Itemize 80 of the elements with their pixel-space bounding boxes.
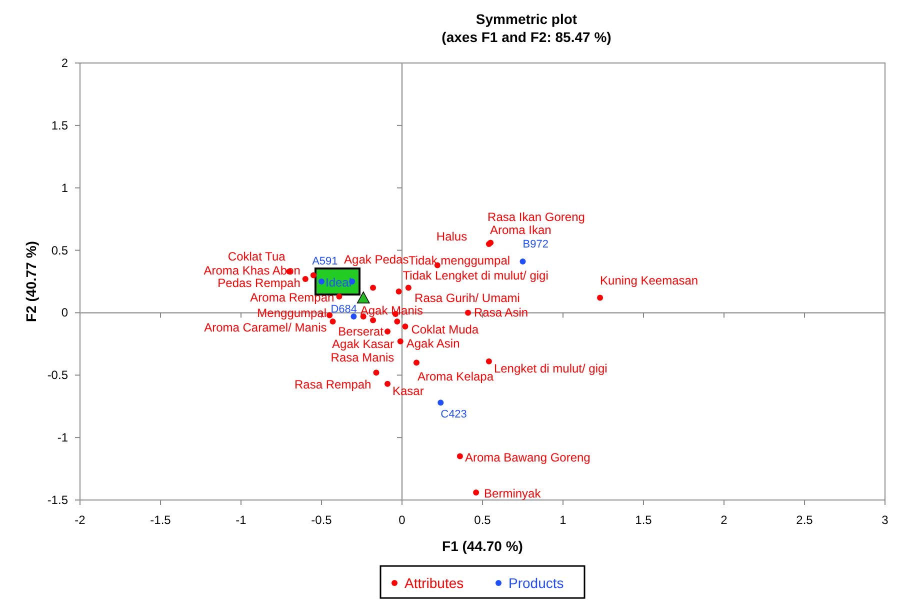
y-tick-label: 2: [61, 56, 68, 70]
annotation: Coklat Tua: [228, 250, 286, 264]
annotation: D684: [330, 303, 357, 316]
point: [310, 272, 316, 278]
x-tick-label: -1: [236, 513, 247, 527]
point: [486, 358, 492, 364]
legend-label: Attributes: [404, 575, 464, 591]
annotation: Agak Pedas: [344, 252, 409, 267]
point: [326, 312, 333, 318]
point: [384, 380, 391, 387]
annotation: Agak Kasar: [332, 337, 394, 352]
x-tick-label: -2: [74, 513, 86, 527]
annotation: Berserat: [338, 324, 384, 338]
point: [370, 317, 376, 324]
y-tick-label: -0.5: [47, 368, 68, 382]
point: [520, 258, 526, 265]
x-tick-label: 3: [882, 513, 889, 527]
point: [384, 328, 391, 334]
point: [396, 288, 402, 294]
annotation: Kuning Keemasan: [600, 274, 698, 288]
x-tick-label: 1.5: [635, 513, 652, 527]
point: [413, 360, 420, 366]
annotation: Lengket di mulut/ gigi: [494, 361, 608, 376]
point: [405, 284, 412, 291]
annotation: B972: [522, 238, 548, 251]
annotation: Aroma Caramel/ Manis: [204, 320, 327, 334]
annotation: C423: [440, 408, 467, 421]
annotation: Aroma Ikan: [490, 223, 552, 238]
y-tick-label: 1: [61, 180, 68, 195]
point: [402, 323, 408, 330]
point: [318, 278, 324, 284]
point: [302, 276, 308, 282]
point: [370, 284, 376, 291]
y-tick-label: 0.5: [51, 243, 68, 258]
annotation: Aroma Bawang Goreng: [464, 450, 590, 464]
x-tick-label: 1: [560, 513, 567, 527]
point: [350, 313, 357, 320]
point: [473, 490, 480, 496]
annotation: Rasa Rempah: [294, 378, 372, 392]
point: [397, 338, 404, 344]
annotation: Kasar: [392, 384, 424, 398]
point: [456, 453, 463, 460]
x-tick-label: -0.5: [311, 513, 332, 527]
annotation: Menggumpal: [257, 306, 327, 320]
annotation: Halus: [436, 229, 468, 244]
point: [438, 400, 444, 406]
y-tick-label: -1: [57, 430, 68, 445]
annotation: Coklat Muda: [411, 322, 479, 336]
x-tick-label: 0.5: [474, 513, 492, 527]
annotation: A591: [312, 256, 338, 268]
y-tick-label: -1.5: [47, 493, 68, 507]
chart-subtitle: (axes F1 and F2: 85.47 %): [442, 29, 612, 45]
x-tick-label: -1.5: [150, 513, 172, 527]
annotation: Rasa Asin: [474, 306, 528, 320]
y-tick-label: 0: [61, 306, 68, 320]
annotation: Ideal: [326, 276, 352, 290]
point: [330, 318, 336, 324]
y-tick-label: 1.5: [51, 118, 68, 132]
point: [394, 318, 400, 324]
chart-title: Symmetric plot: [476, 11, 578, 27]
x-tick-label: 0: [398, 513, 406, 527]
annotation: Rasa Manis: [330, 350, 394, 364]
annotation: Pedas Rempah: [218, 276, 300, 290]
annotation: Rasa Gurih/ Umami: [414, 290, 520, 305]
annotation: Tidak Lengket di mulut/ gigi: [402, 268, 548, 282]
point: [373, 370, 380, 376]
point: [356, 292, 370, 304]
point: [597, 294, 604, 301]
x-tick-label: 2: [720, 513, 728, 527]
annotation: Tidak menggumpal: [408, 254, 510, 268]
legend-label: Products: [508, 575, 564, 591]
x-axis-title: F1 (44.70 %): [442, 538, 523, 554]
annotation: Agak Asin: [406, 336, 460, 350]
point: [336, 293, 342, 300]
annotation: Berminyak: [484, 486, 542, 501]
x-tick-label: 2.5: [796, 513, 814, 527]
point: [465, 310, 472, 316]
annotation: Rasa Ikan Goreng: [488, 210, 585, 224]
annotation: Aroma Kelapa: [417, 370, 494, 384]
y-axis-title: F2 (40.77 %): [23, 241, 39, 322]
